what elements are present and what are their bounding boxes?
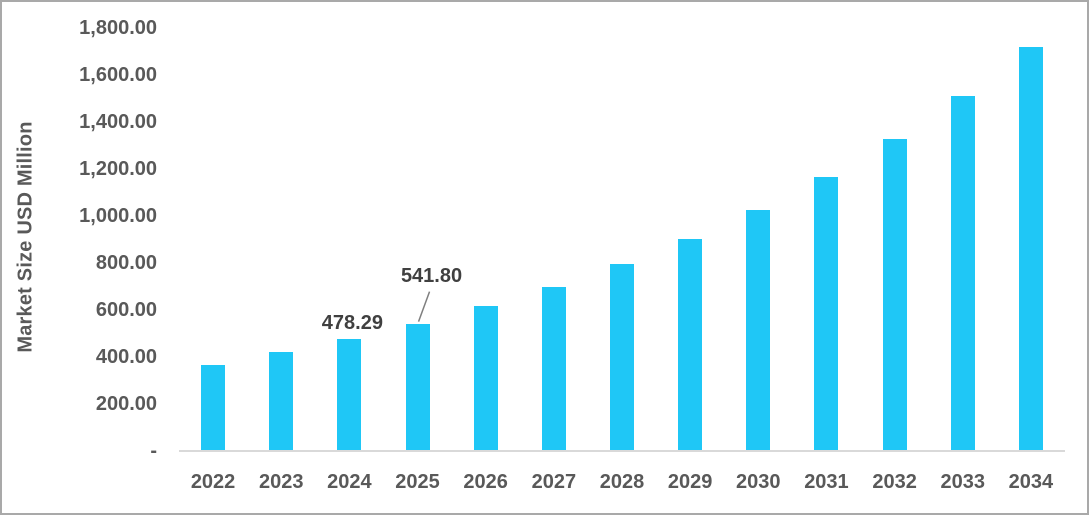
x-tick-label: 2027 — [531, 471, 577, 493]
bar-2033 — [950, 96, 975, 451]
y-tick-label: 600.00 — [95, 299, 157, 321]
bar-2034 — [1018, 46, 1043, 451]
y-tick-label: 1,600.00 — [79, 64, 157, 86]
y-tick-label: 1,800.00 — [79, 17, 157, 39]
x-tick-label: 2025 — [395, 471, 440, 493]
y-tick-label: 1,400.00 — [79, 111, 157, 133]
y-tick-label: - — [150, 440, 157, 462]
bar-2023 — [269, 352, 294, 451]
y-tick-label: 200.00 — [95, 393, 157, 415]
bar-2025 — [405, 323, 430, 451]
bar-2027 — [541, 286, 566, 451]
data-label-2025: 541.80 — [400, 264, 463, 287]
bar-2031 — [814, 176, 839, 451]
x-tick-label: 2031 — [804, 471, 849, 493]
bar-2029 — [678, 239, 703, 451]
x-tick-label: 2032 — [872, 471, 917, 493]
y-tick-label: 1,200.00 — [79, 158, 157, 180]
bar-2030 — [746, 209, 771, 451]
x-tick-label: 2022 — [190, 471, 236, 493]
bar-2026 — [473, 306, 498, 451]
x-tick-label: 2033 — [940, 471, 986, 493]
x-tick-label: 2028 — [599, 471, 645, 493]
bar-2022 — [201, 364, 226, 451]
y-tick-label: 400.00 — [95, 346, 157, 368]
x-tick-label: 2034 — [1008, 471, 1054, 493]
x-tick-label: 2024 — [327, 471, 372, 493]
x-tick-label: 2026 — [463, 471, 508, 493]
data-label-2024: 478.29 — [321, 311, 383, 334]
x-axis-line — [179, 450, 1065, 452]
bar-2032 — [882, 138, 907, 451]
leader-line — [417, 291, 431, 322]
y-tick-label: 800.00 — [95, 252, 157, 274]
x-tick-label: 2030 — [736, 471, 781, 493]
x-tick-label: 2029 — [667, 471, 713, 493]
bar-2028 — [610, 264, 634, 451]
bar-2024 — [337, 338, 362, 451]
y-tick-label: 1,000.00 — [79, 205, 157, 227]
x-tick-label: 2023 — [258, 471, 304, 493]
